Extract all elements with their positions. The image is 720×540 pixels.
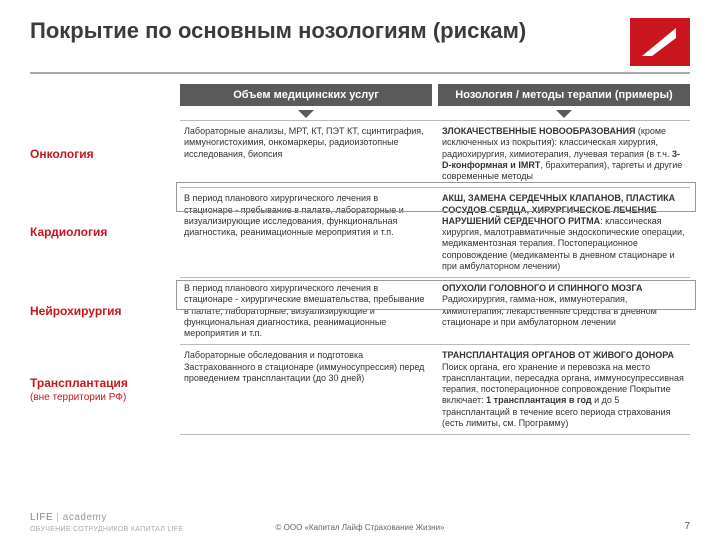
- row-cells: Лабораторные анализы, МРТ, КТ, ПЭТ КТ, с…: [180, 120, 690, 187]
- row-label-oncology: Онкология: [30, 120, 180, 187]
- row-label-text: Онкология: [30, 147, 172, 161]
- slide: Покрытие по основным нозологиям (рискам)…: [0, 0, 720, 540]
- chevron-down-icon: [298, 110, 314, 118]
- nosology-cell: ЗЛОКАЧЕСТВЕННЫЕ НОВООБРАЗОВАНИЯ (кроме и…: [438, 124, 690, 184]
- title-row: Покрытие по основным нозологиям (рискам): [30, 18, 690, 74]
- services-cell: Лабораторные анализы, МРТ, КТ, ПЭТ КТ, с…: [180, 124, 432, 184]
- row-label-transplant: Трансплантация (вне территории РФ): [30, 344, 180, 435]
- table-row: Онкология Лабораторные анализы, МРТ, КТ,…: [30, 120, 690, 187]
- footer-brand-sub: academy: [63, 512, 107, 523]
- copyright: © ООО «Капитал Лайф Страхование Жизни»: [0, 523, 720, 532]
- row-label-text: Нейрохирургия: [30, 304, 172, 318]
- services-cell: Лабораторные обследования и подготовка З…: [180, 348, 432, 431]
- chevron-down-icon: [556, 110, 572, 118]
- footer-brand-text: LIFE: [30, 512, 53, 523]
- page-title: Покрытие по основным нозологиям (рискам): [30, 18, 526, 43]
- col-header-nosology: Нозология / методы терапии (примеры): [438, 84, 690, 106]
- brand-logo: [630, 18, 690, 66]
- arrow-icon: [638, 24, 682, 60]
- nosology-cell: ТРАНСПЛАНТАЦИЯ ОРГАНОВ ОТ ЖИВОГО ДОНОРА …: [438, 348, 690, 431]
- row-label-text: Кардиология: [30, 225, 172, 239]
- page-number: 7: [684, 521, 690, 532]
- row-cells: Лабораторные обследования и подготовка З…: [180, 344, 690, 435]
- row-label-text: Трансплантация: [30, 376, 172, 390]
- table-header: Объем медицинских услуг Нозология / мето…: [180, 84, 690, 106]
- header-arrows: [180, 110, 690, 118]
- row-label-neuro: Нейрохирургия: [30, 277, 180, 344]
- highlight-box: [176, 182, 696, 212]
- row-label-sub: (вне территории РФ): [30, 392, 172, 403]
- table-body: Онкология Лабораторные анализы, МРТ, КТ,…: [30, 120, 690, 435]
- col-header-services: Объем медицинских услуг: [180, 84, 432, 106]
- row-label-cardiology: Кардиология: [30, 187, 180, 277]
- highlight-box: [176, 280, 696, 310]
- table-row: Трансплантация (вне территории РФ) Лабор…: [30, 344, 690, 435]
